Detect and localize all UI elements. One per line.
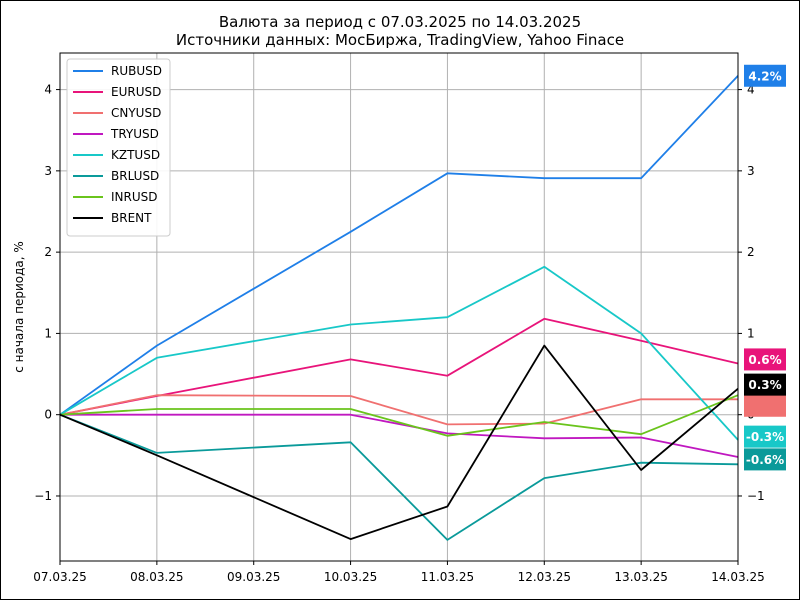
y-axis-left-ticks: −1 0 1 2 3 4 — [34, 83, 60, 503]
x-tick-label: 14.03.25 — [711, 570, 764, 584]
end-badge — [744, 348, 786, 371]
end-badge — [744, 373, 786, 396]
end-badge-label: 0.6% — [748, 353, 781, 367]
y-tick-label-right: 3 — [747, 164, 755, 178]
legend-label: CNYUSD — [111, 106, 161, 120]
end-badge — [744, 448, 786, 471]
x-tick-label: 11.03.25 — [421, 570, 474, 584]
end-badge — [744, 425, 786, 448]
x-tick-label: 13.03.25 — [614, 570, 667, 584]
end-badge-label: 4.2% — [748, 69, 781, 83]
y-tick-label-left: −1 — [34, 489, 52, 503]
series-line-brlusd — [59, 413, 739, 541]
series-line-inrusd — [59, 394, 739, 437]
legend-label: INRUSD — [111, 190, 158, 204]
plot-area — [59, 52, 739, 562]
legend-label: EURUSD — [111, 85, 161, 99]
series-line-brent — [59, 344, 739, 540]
legend-box — [66, 58, 171, 237]
chart-title-line2: Источники данных: МосБиржа, TradingView,… — [176, 31, 624, 49]
end-badge-label: -0.6% — [746, 453, 784, 467]
x-tick-label: 12.03.25 — [518, 570, 571, 584]
x-axis-ticks: 07.03.25 08.03.25 09.03.25 10.03.25 11.03.25… — [33, 561, 765, 584]
series-line-cnyusd — [59, 394, 738, 426]
series-line-kztusd — [59, 265, 739, 441]
x-tick-label: 09.03.25 — [227, 570, 280, 584]
y-tick-label-left: 3 — [44, 164, 52, 178]
end-badge — [744, 64, 786, 87]
y-axis-label: с начала периода, % — [12, 241, 26, 373]
legend: RUBUSD EURUSD CNYUSD TRYUSD KZTUSD BRLUSD INRU… — [66, 58, 171, 237]
x-tick-label: 08.03.25 — [130, 570, 183, 584]
y-tick-label-left: 1 — [44, 326, 52, 340]
series-group — [59, 75, 739, 541]
y-tick-label-left: 4 — [44, 83, 52, 97]
y-tick-label-right: 2 — [747, 245, 755, 259]
series-line-tryusd — [60, 413, 739, 458]
end-value-badges: 4.2% 0.6% 0.3% -0.3% -0.6% — [744, 64, 786, 471]
y-tick-label-right: 4 — [747, 83, 755, 97]
y-tick-label-left: 0 — [44, 408, 52, 422]
end-swatch — [744, 394, 786, 417]
legend-label: TRYUSD — [110, 127, 159, 141]
legend-label: KZTUSD — [111, 148, 160, 162]
x-tick-label: 07.03.25 — [33, 570, 86, 584]
end-badge-label: 0.3% — [748, 378, 781, 392]
legend-label: RUBUSD — [111, 64, 162, 78]
y-tick-label-left: 2 — [44, 245, 52, 259]
series-line-rubusd — [59, 75, 739, 416]
end-badge-label: -0.3% — [746, 430, 784, 444]
y-tick-label-right: 1 — [747, 326, 755, 340]
legend-label: BRENT — [111, 211, 152, 225]
chart-title-line1: Валюта за период с 07.03.2025 по 14.03.2… — [219, 13, 581, 31]
x-tick-label: 10.03.25 — [324, 570, 377, 584]
legend-label: BRLUSD — [111, 169, 159, 183]
y-tick-label-right: −1 — [747, 489, 765, 503]
